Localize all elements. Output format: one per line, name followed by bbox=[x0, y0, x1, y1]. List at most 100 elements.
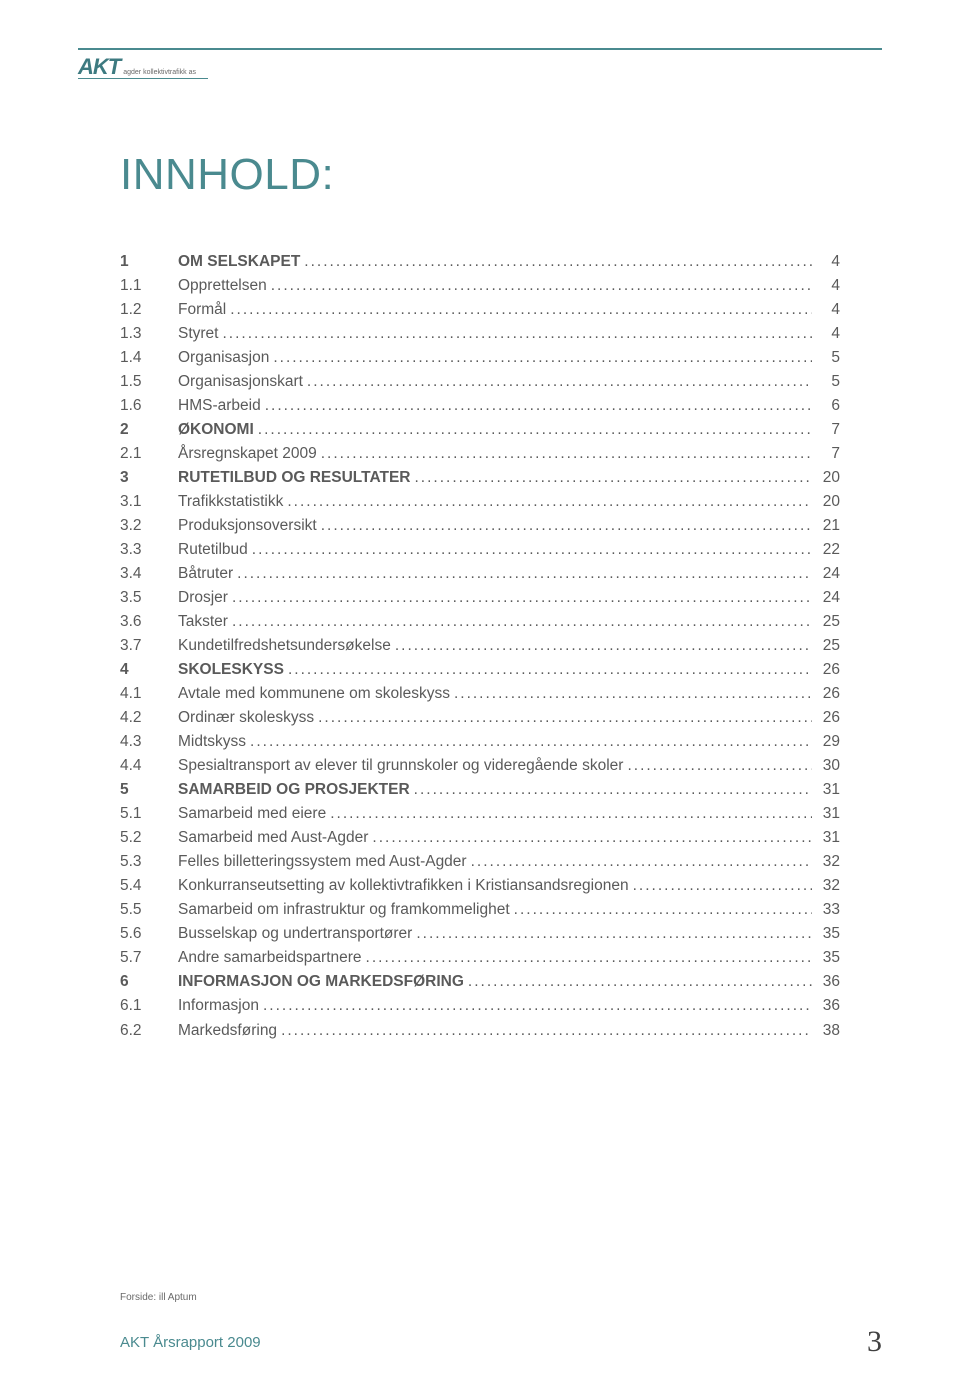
toc-label: Samarbeid om infrastruktur og framkommel… bbox=[178, 898, 510, 922]
toc-row: 5.1Samarbeid med eiere31 bbox=[120, 802, 840, 826]
toc-number: 3.3 bbox=[120, 538, 178, 562]
toc-number: 3.7 bbox=[120, 634, 178, 658]
toc-page: 4 bbox=[816, 250, 840, 274]
toc-leader bbox=[318, 706, 812, 730]
toc-row: 5.5Samarbeid om infrastruktur og framkom… bbox=[120, 898, 840, 922]
toc-label: ØKONOMI bbox=[178, 418, 254, 442]
report-name: AKT Årsrapport 2009 bbox=[120, 1334, 261, 1351]
toc-number: 1.3 bbox=[120, 322, 178, 346]
toc-number: 6 bbox=[120, 970, 178, 994]
toc-page: 31 bbox=[816, 802, 840, 826]
toc-label: Avtale med kommunene om skoleskyss bbox=[178, 682, 450, 706]
toc-leader bbox=[250, 730, 812, 754]
logo: AKT agder kollektivtrafikk as bbox=[78, 54, 196, 80]
toc-row: 3RUTETILBUD OG RESULTATER20 bbox=[120, 466, 840, 490]
toc-row: 1.3Styret4 bbox=[120, 322, 840, 346]
toc-number: 1.1 bbox=[120, 274, 178, 298]
toc-page: 31 bbox=[816, 778, 840, 802]
toc-row: 6.2Markedsføring38 bbox=[120, 1019, 840, 1043]
toc-leader bbox=[372, 826, 812, 850]
toc-label: Kundetilfredshetsundersøkelse bbox=[178, 634, 391, 658]
toc-number: 5.6 bbox=[120, 922, 178, 946]
toc-number: 4.4 bbox=[120, 754, 178, 778]
toc-number: 4.1 bbox=[120, 682, 178, 706]
toc-page: 4 bbox=[816, 274, 840, 298]
toc-leader bbox=[514, 898, 812, 922]
toc-label: OM SELSKAPET bbox=[178, 250, 300, 274]
toc-label: Årsregnskapet 2009 bbox=[178, 442, 317, 466]
toc-page: 6 bbox=[816, 394, 840, 418]
toc-leader bbox=[415, 466, 813, 490]
toc-row: 4.3Midtskyss29 bbox=[120, 730, 840, 754]
toc-page: 4 bbox=[816, 298, 840, 322]
toc-number: 1.6 bbox=[120, 394, 178, 418]
table-of-contents: 1OM SELSKAPET41.1Opprettelsen41.2Formål4… bbox=[120, 250, 840, 1043]
footer: Forside: ill Aptum AKT Årsrapport 2009 3 bbox=[78, 1292, 882, 1359]
toc-leader bbox=[304, 250, 812, 274]
toc-leader bbox=[395, 634, 812, 658]
toc-number: 4.2 bbox=[120, 706, 178, 730]
toc-page: 24 bbox=[816, 562, 840, 586]
toc-label: Busselskap og undertransportører bbox=[178, 922, 412, 946]
toc-leader bbox=[307, 370, 812, 394]
toc-page: 32 bbox=[816, 850, 840, 874]
toc-page: 7 bbox=[816, 442, 840, 466]
toc-leader bbox=[330, 802, 812, 826]
toc-page: 31 bbox=[816, 826, 840, 850]
toc-row: 5.4Konkurranseutsetting av kollektivtraf… bbox=[120, 874, 840, 898]
content-area: INNHOLD: 1OM SELSKAPET41.1Opprettelsen41… bbox=[120, 150, 840, 1043]
toc-page: 36 bbox=[816, 970, 840, 994]
toc-label: INFORMASJON OG MARKEDSFØRING bbox=[178, 970, 464, 994]
toc-number: 4 bbox=[120, 658, 178, 682]
toc-number: 4.3 bbox=[120, 730, 178, 754]
toc-row: 1.5Organisasjonskart5 bbox=[120, 370, 840, 394]
toc-number: 6.1 bbox=[120, 994, 178, 1018]
toc-row: 5.7Andre samarbeidspartnere35 bbox=[120, 946, 840, 970]
toc-row: 4.4Spesialtransport av elever til grunns… bbox=[120, 754, 840, 778]
toc-page: 20 bbox=[816, 466, 840, 490]
toc-number: 2.1 bbox=[120, 442, 178, 466]
toc-number: 1.5 bbox=[120, 370, 178, 394]
toc-leader bbox=[414, 778, 812, 802]
toc-leader bbox=[416, 922, 812, 946]
toc-number: 1.2 bbox=[120, 298, 178, 322]
toc-leader bbox=[237, 562, 812, 586]
toc-leader bbox=[222, 322, 812, 346]
toc-row: 2ØKONOMI7 bbox=[120, 418, 840, 442]
toc-row: 6.1Informasjon36 bbox=[120, 994, 840, 1018]
toc-number: 5 bbox=[120, 778, 178, 802]
toc-number: 3.2 bbox=[120, 514, 178, 538]
toc-number: 1 bbox=[120, 250, 178, 274]
toc-leader bbox=[271, 274, 812, 298]
toc-number: 5.7 bbox=[120, 946, 178, 970]
toc-leader bbox=[627, 754, 812, 778]
toc-number: 1.4 bbox=[120, 346, 178, 370]
toc-label: Felles billetteringssystem med Aust-Agde… bbox=[178, 850, 467, 874]
logo-underline bbox=[78, 78, 208, 79]
toc-label: Organisasjon bbox=[178, 346, 269, 370]
toc-label: Samarbeid med Aust-Agder bbox=[178, 826, 368, 850]
toc-number: 3.6 bbox=[120, 610, 178, 634]
toc-leader bbox=[287, 490, 812, 514]
toc-row: 5SAMARBEID OG PROSJEKTER31 bbox=[120, 778, 840, 802]
toc-row: 4SKOLESKYSS26 bbox=[120, 658, 840, 682]
toc-leader bbox=[265, 394, 812, 418]
toc-page: 30 bbox=[816, 754, 840, 778]
toc-number: 3.1 bbox=[120, 490, 178, 514]
toc-leader bbox=[633, 874, 812, 898]
toc-label: Midtskyss bbox=[178, 730, 246, 754]
toc-row: 1.4Organisasjon5 bbox=[120, 346, 840, 370]
toc-row: 2.1Årsregnskapet 2009 7 bbox=[120, 442, 840, 466]
toc-leader bbox=[263, 994, 812, 1018]
toc-row: 3.4Båtruter24 bbox=[120, 562, 840, 586]
toc-row: 1OM SELSKAPET 4 bbox=[120, 250, 840, 274]
toc-leader bbox=[468, 970, 812, 994]
toc-row: 5.3Felles billetteringssystem med Aust-A… bbox=[120, 850, 840, 874]
toc-row: 3.5Drosjer24 bbox=[120, 586, 840, 610]
toc-label: Andre samarbeidspartnere bbox=[178, 946, 362, 970]
logo-subtitle: agder kollektivtrafikk as bbox=[123, 69, 196, 76]
toc-page: 5 bbox=[816, 370, 840, 394]
toc-page: 7 bbox=[816, 418, 840, 442]
toc-leader bbox=[232, 586, 812, 610]
toc-leader bbox=[321, 514, 812, 538]
